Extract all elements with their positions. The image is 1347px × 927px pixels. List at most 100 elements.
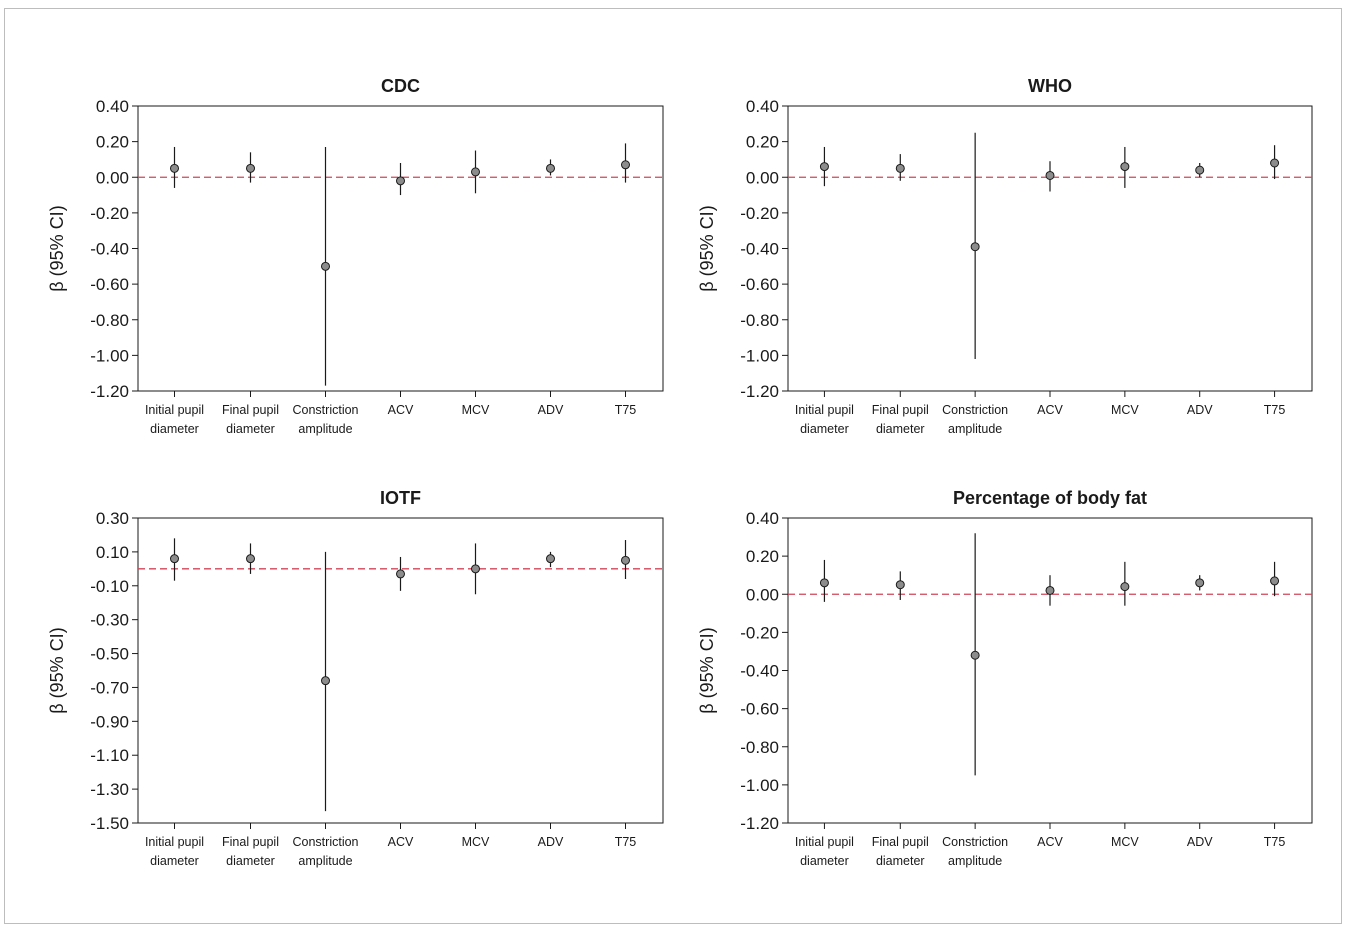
plot-area: [137, 105, 664, 392]
point-estimate: [246, 554, 255, 564]
chart-title: Percentage of body fat: [953, 488, 1147, 508]
y-tick-label: -0.60: [740, 700, 779, 719]
x-tick-label: T75: [615, 403, 637, 417]
y-tick-label: -0.20: [740, 204, 779, 223]
y-tick-label: 0.20: [746, 547, 779, 566]
x-tick-label: Initial pupil: [795, 835, 854, 849]
y-tick-label: 0.20: [96, 133, 129, 152]
x-tick-label: amplitude: [298, 422, 352, 436]
x-tick-label: Initial pupil: [145, 403, 204, 417]
x-tick-label: diameter: [800, 422, 849, 436]
panel-2: WHO β (95% CI) 0.40 0.20 0.00 -0.20 -0.40 -0.60…: [697, 76, 1313, 436]
x-tick-label: ADV: [1187, 403, 1213, 417]
point-estimate: [819, 578, 829, 588]
x-tick-label: Initial pupil: [795, 403, 854, 417]
point-estimate: [170, 163, 179, 173]
point-estimate: [1120, 162, 1130, 172]
x-tick-label: diameter: [876, 854, 925, 868]
y-tick-label: -1.30: [90, 780, 129, 799]
x-tick-label: MCV: [462, 403, 490, 417]
point-estimate: [970, 650, 980, 660]
x-tick-label: ACV: [1037, 403, 1063, 417]
x-tick-label: diameter: [226, 422, 275, 436]
x-tick-label: amplitude: [948, 422, 1002, 436]
x-tick-label: diameter: [876, 422, 925, 436]
y-tick-label: 0.30: [96, 509, 129, 528]
point-estimate: [621, 555, 630, 565]
y-tick-label: -1.20: [740, 814, 779, 833]
panel-1: CDC β (95% CI) 0.40 0.20 0.00 -0.20 -0.40 -0.60…: [47, 76, 664, 436]
x-tick-label: Final pupil: [872, 403, 929, 417]
y-tick-label: 0.40: [96, 97, 129, 116]
y-tick-label: -1.10: [90, 746, 129, 765]
y-tick-label: 0.40: [746, 509, 779, 528]
y-tick-label: -0.70: [90, 678, 129, 697]
point-estimate: [546, 163, 555, 173]
x-tick-label: diameter: [150, 854, 199, 868]
chart-title: WHO: [1028, 76, 1072, 96]
y-tick-label: -0.30: [90, 611, 129, 630]
y-tick-label: -0.80: [740, 311, 779, 330]
x-tick-label: diameter: [226, 854, 275, 868]
point-estimate: [621, 160, 630, 170]
x-tick-label: Initial pupil: [145, 835, 204, 849]
x-tick-label: diameter: [150, 422, 199, 436]
x-tick-label: Final pupil: [222, 835, 279, 849]
point-estimate: [546, 554, 555, 564]
x-tick-label: MCV: [1111, 835, 1139, 849]
y-axis-label: β (95% CI): [697, 205, 717, 291]
y-tick-label: -0.50: [90, 645, 129, 664]
point-estimate: [895, 580, 905, 590]
x-tick-label: MCV: [1111, 403, 1139, 417]
point-estimate: [321, 261, 330, 271]
x-tick-label: T75: [1264, 403, 1286, 417]
x-tick-label: ACV: [388, 403, 414, 417]
plot-area: [787, 105, 1313, 392]
y-tick-label: -1.20: [740, 382, 779, 401]
panel-4: Percentage of body fat β (95% CI) 0.40 0.20…: [697, 488, 1313, 868]
y-tick-label: -1.00: [90, 346, 129, 365]
y-tick-label: -0.40: [740, 240, 779, 259]
x-tick-label: Constriction: [942, 403, 1008, 417]
x-tick-label: Final pupil: [222, 403, 279, 417]
x-tick-label: Constriction: [293, 403, 359, 417]
y-tick-label: -0.80: [90, 311, 129, 330]
point-estimate: [170, 554, 179, 564]
point-estimate: [895, 163, 905, 173]
y-tick-label: -0.40: [90, 240, 129, 259]
x-tick-label: ADV: [538, 403, 564, 417]
y-tick-label: 0.20: [746, 133, 779, 152]
figure-frame: [4, 8, 1342, 924]
x-tick-label: ACV: [1037, 835, 1063, 849]
x-tick-label: ACV: [388, 835, 414, 849]
point-estimate: [1195, 165, 1205, 175]
point-estimate: [321, 676, 330, 686]
y-tick-label: -0.60: [740, 275, 779, 294]
y-tick-label: 0.00: [746, 168, 779, 187]
panel-3: IOTF β (95% CI) 0.30 0.10 -0.10 -0.30 -0.50 -0.…: [47, 488, 664, 868]
y-tick-label: 0.00: [746, 585, 779, 604]
y-tick-label: -0.60: [90, 275, 129, 294]
y-tick-label: -0.40: [740, 662, 779, 681]
point-estimate: [471, 564, 480, 574]
point-estimate: [1195, 578, 1205, 588]
y-tick-label: -1.20: [90, 382, 129, 401]
point-estimate: [970, 242, 980, 252]
x-tick-label: Constriction: [942, 835, 1008, 849]
y-tick-label: -0.90: [90, 712, 129, 731]
y-axis-label: β (95% CI): [697, 627, 717, 713]
y-tick-label: 0.00: [96, 168, 129, 187]
y-tick-label: 0.40: [746, 97, 779, 116]
point-estimate: [396, 569, 405, 579]
point-estimate: [1270, 158, 1280, 168]
x-tick-label: T75: [1264, 835, 1286, 849]
point-estimate: [396, 176, 405, 186]
y-tick-label: -0.80: [740, 738, 779, 757]
x-tick-label: amplitude: [948, 854, 1002, 868]
y-axis-label: β (95% CI): [47, 627, 67, 713]
y-tick-label: -0.20: [90, 204, 129, 223]
x-tick-label: MCV: [462, 835, 490, 849]
point-estimate: [819, 162, 829, 172]
x-tick-label: diameter: [800, 854, 849, 868]
y-tick-label: -1.00: [740, 776, 779, 795]
